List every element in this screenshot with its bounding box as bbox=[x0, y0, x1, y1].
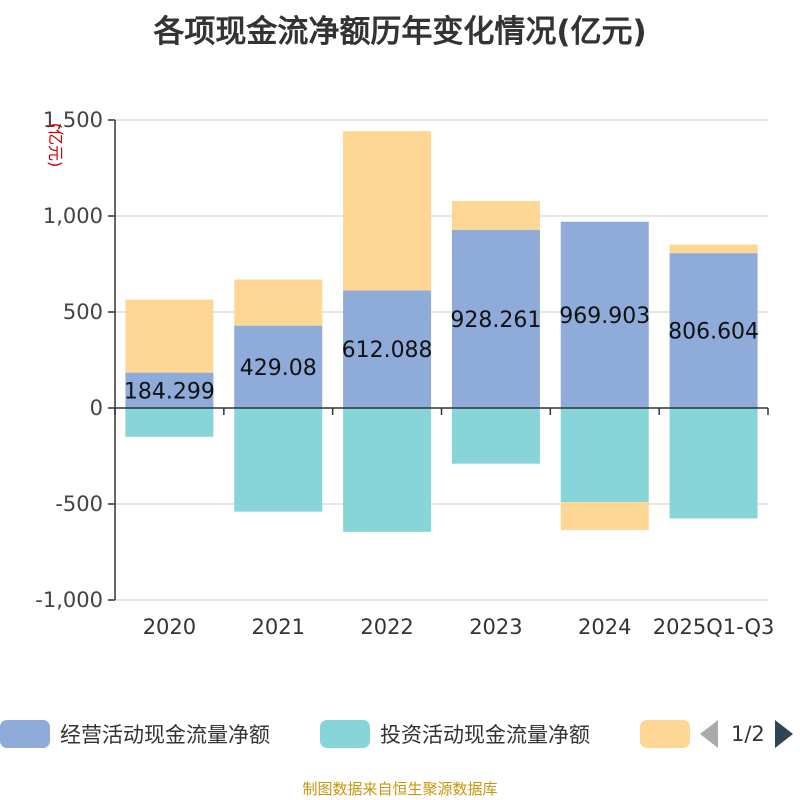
bar-s2-0 bbox=[125, 299, 214, 373]
x-tick-label-0: 2020 bbox=[143, 615, 196, 639]
y-tick-label-5: 1,500 bbox=[43, 108, 103, 132]
y-tick-label-1: -500 bbox=[55, 492, 103, 516]
legend-swatch-third bbox=[640, 720, 690, 748]
bar-s0-5 bbox=[669, 253, 758, 408]
next-page-icon[interactable] bbox=[774, 720, 793, 748]
legend-label-operating: 经营活动现金流量净额 bbox=[60, 723, 270, 747]
y-axis-unit-label: (亿元) bbox=[46, 123, 65, 168]
legend-swatch-operating bbox=[0, 720, 50, 748]
y-tick-label-2: 0 bbox=[90, 396, 103, 420]
y-tick-label-0: -1,000 bbox=[35, 588, 103, 612]
bar-s0-0 bbox=[125, 372, 214, 408]
bar-s0-1 bbox=[234, 325, 323, 408]
x-tick-label-2: 2022 bbox=[360, 615, 413, 639]
y-tick-label-3: 500 bbox=[63, 300, 103, 324]
legend-page-indicator: 1/2 bbox=[731, 722, 765, 746]
legend-swatch-investing bbox=[320, 720, 370, 748]
data-label-0: 184.299 bbox=[124, 379, 215, 404]
bar-s0-2 bbox=[343, 290, 432, 408]
chart-title: 各项现金流净额历年变化情况(亿元) bbox=[153, 14, 647, 50]
bar-s1-4 bbox=[560, 408, 649, 503]
legend-item-third[interactable] bbox=[640, 714, 690, 754]
legend-item-operating[interactable]: 经营活动现金流量净额 bbox=[0, 714, 270, 754]
legend-item-investing[interactable]: 投资活动现金流量净额 bbox=[320, 714, 590, 754]
x-tick-label-5: 2025Q1-Q3 bbox=[653, 615, 775, 639]
bar-s1-3 bbox=[451, 408, 540, 464]
bar-s2-4 bbox=[560, 502, 649, 530]
data-label-2: 612.088 bbox=[342, 338, 433, 363]
legend: 经营活动现金流量净额 投资活动现金流量净额 1/2 bbox=[0, 714, 800, 754]
bar-s2-2 bbox=[343, 131, 432, 291]
data-label-3: 928.261 bbox=[450, 308, 541, 333]
bar-s1-1 bbox=[234, 408, 323, 512]
bar-s1-2 bbox=[343, 408, 432, 532]
prev-page-icon[interactable] bbox=[700, 720, 718, 748]
y-tick-label-4: 1,000 bbox=[43, 204, 103, 228]
legend-label-investing: 投资活动现金流量净额 bbox=[380, 723, 590, 747]
bar-s2-3 bbox=[451, 200, 540, 230]
x-tick-label-1: 2021 bbox=[252, 615, 305, 639]
bar-s0-3 bbox=[451, 229, 540, 408]
bar-s1-0 bbox=[125, 408, 214, 437]
source-note: 制图数据来自恒生聚源数据库 bbox=[302, 780, 498, 798]
x-tick-label-3: 2023 bbox=[469, 615, 522, 639]
data-label-4: 969.903 bbox=[559, 304, 650, 329]
chart-plot: 184.299 429.08 612.088 928.261 969.903 806.60… bbox=[35, 108, 775, 639]
bar-s1-5 bbox=[669, 408, 758, 519]
bar-s2-5 bbox=[669, 244, 758, 254]
legend-pager: 1/2 bbox=[700, 714, 793, 754]
bar-s2-1 bbox=[234, 279, 323, 326]
data-label-1: 429.08 bbox=[240, 356, 317, 381]
x-tick-label-4: 2024 bbox=[578, 615, 631, 639]
data-label-5: 806.604 bbox=[668, 320, 759, 345]
bar-s0-4 bbox=[560, 221, 649, 408]
